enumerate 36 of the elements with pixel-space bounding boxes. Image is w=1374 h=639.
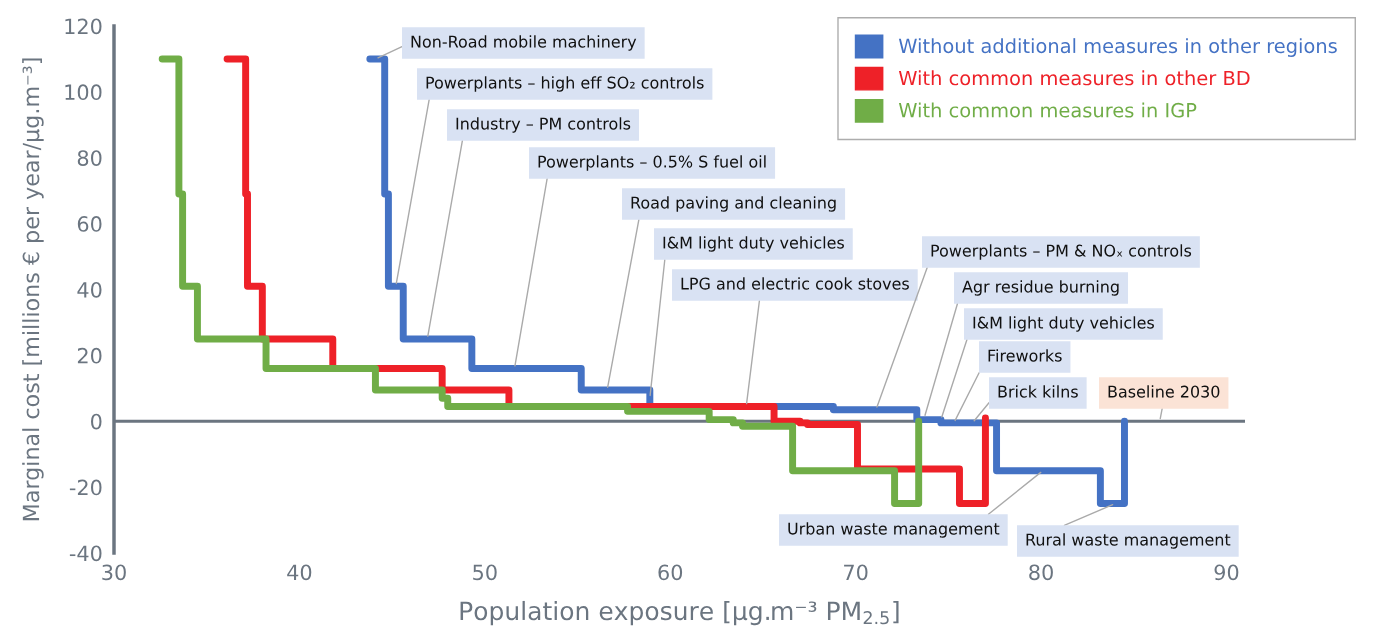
annotation: Non-Road mobile machinery (411, 35, 637, 51)
y-tick-label: 100 (65, 84, 102, 101)
legend-label: With common measures in other BD (898, 70, 1250, 86)
annotation: Brick kilns (998, 385, 1078, 398)
annotation: Powerplants – high eff SO₂ controls (426, 76, 704, 92)
x-tick-label: 40 (287, 564, 312, 581)
legend-label: With common measures in IGP (898, 102, 1197, 118)
annotation: LPG and electric cook stoves (681, 277, 909, 290)
annotation: Industry – PM controls (456, 117, 631, 133)
x-axis-title: Population exposure [μg.m⁻³ PM$_{2.5}$] (460, 600, 899, 626)
legend-label: Without additional measures in other regions (898, 38, 1337, 57)
x-tick-label: 30 (102, 564, 126, 581)
y-axis-title: Marginal cost [millions € per year/μg.m⁻³] (22, 58, 44, 521)
y-tick-label: 0 (91, 413, 102, 430)
y-tick-label: 80 (77, 150, 102, 166)
annotation: Urban waste management (788, 522, 1000, 538)
annotation: Powerplants – PM & NOₓ controls (931, 244, 1192, 260)
y-tick-label: -40 (69, 545, 102, 562)
x-tick-label: 70 (844, 564, 868, 581)
annotation: I&M light duty vehicles (973, 316, 1154, 332)
annotation: Rural waste management (1026, 533, 1231, 549)
x-tick-label: 80 (1029, 564, 1053, 581)
annotation: Road paving and cleaning (631, 196, 836, 212)
x-tick-label: 60 (658, 564, 683, 581)
annotation: I&M light duty vehicles (663, 236, 844, 252)
y-tick-label: 120 (65, 18, 102, 35)
y-tick-label: 40 (77, 281, 102, 298)
x-tick-label: 50 (473, 564, 497, 581)
annotation: Powerplants – 0.5% S fuel oil (538, 155, 766, 171)
annotation: Baseline 2030 (1108, 385, 1220, 398)
y-tick-label: 60 (77, 216, 102, 232)
y-tick-label: -20 (69, 479, 102, 496)
annotation: Agr residue burning (962, 280, 1119, 296)
annotation: Fireworks (988, 349, 1062, 362)
x-tick-label: 90 (1214, 564, 1239, 581)
y-tick-label: 20 (77, 347, 102, 364)
